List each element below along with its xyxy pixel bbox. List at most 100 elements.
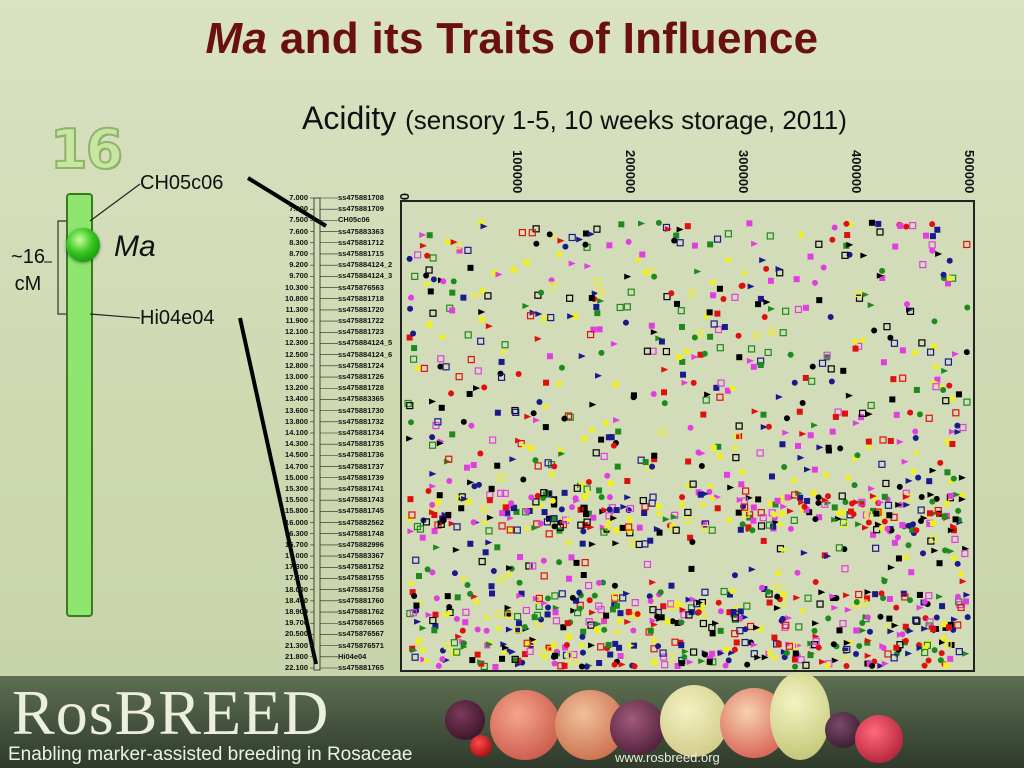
scatter-point <box>781 623 789 631</box>
scatter-point <box>506 526 514 534</box>
scatter-point <box>746 622 755 631</box>
scatter-point <box>807 253 814 260</box>
scatter-point <box>544 611 551 618</box>
scatter-point <box>650 329 658 336</box>
scatter-point <box>612 640 619 647</box>
map-row: 7.000 ss475881708 <box>282 193 407 203</box>
scatter-point <box>680 611 688 619</box>
scatter-point <box>728 649 736 656</box>
footer-url: www.rosbreed.org <box>615 750 720 765</box>
map-row: 14.700 ss475881737 <box>282 462 407 472</box>
scatter-point <box>419 534 426 541</box>
scatter-point <box>573 497 581 504</box>
scatter-point <box>464 464 471 471</box>
scatter-point <box>655 335 663 342</box>
map-row: 8.700 ss475881715 <box>282 249 407 259</box>
scatter-point <box>590 514 597 521</box>
scatter-point <box>584 263 592 270</box>
scatter-point <box>816 600 824 608</box>
scatter-point <box>866 444 874 451</box>
scatter-point <box>708 526 716 534</box>
scatter-point <box>490 568 497 575</box>
scatter-point <box>887 334 894 341</box>
map-row: 15.300 ss475881741 <box>282 484 407 494</box>
scatter-point <box>423 272 430 279</box>
scatter-point <box>424 280 432 287</box>
scatter-point <box>895 501 903 508</box>
scatter-point <box>407 305 414 312</box>
scatter-point <box>704 391 712 398</box>
scatter-point <box>738 282 745 289</box>
scatter-point <box>739 521 746 528</box>
scatter-point <box>775 266 783 273</box>
scatter-point <box>408 294 415 301</box>
scatter-point <box>807 640 815 647</box>
scatter-point <box>558 590 566 598</box>
scatter-point <box>438 404 445 411</box>
scatter-point <box>526 647 534 655</box>
scatter-point <box>625 507 632 514</box>
map-marker-name: ss475881736 <box>338 450 384 460</box>
scatter-point <box>627 288 635 296</box>
scatter-point <box>649 493 657 501</box>
scatter-point <box>950 475 957 482</box>
scatter-point <box>628 539 636 547</box>
scatter-point <box>886 512 893 519</box>
scatter-point <box>741 614 749 621</box>
map-position: 13.200 <box>285 383 308 393</box>
scatter-point <box>714 310 721 317</box>
map-marker-name: ss475881735 <box>338 439 384 449</box>
map-marker-name: ss475884124_3 <box>338 271 393 281</box>
map-row: 13.800 ss475881732 <box>282 417 407 427</box>
scatter-point <box>905 477 913 484</box>
scatter-point <box>546 231 553 238</box>
scatter-point <box>580 571 587 578</box>
scatter-point <box>444 238 451 245</box>
scatter-point <box>565 651 573 659</box>
scatter-point <box>650 390 657 397</box>
scatter-point <box>404 399 412 408</box>
scatter-point <box>579 642 587 649</box>
scatter-point <box>905 542 912 549</box>
scatter-point <box>902 623 909 630</box>
map-marker-name: ss475882996 <box>338 539 384 549</box>
scatter-point <box>786 508 794 515</box>
scatter-point <box>467 590 474 597</box>
scatter-point <box>528 229 536 237</box>
scatter-point <box>715 443 722 450</box>
scatter-point <box>661 661 669 669</box>
fruit-image <box>470 735 492 757</box>
scatter-point <box>581 435 588 442</box>
scatter-point <box>925 414 933 422</box>
scatter-point <box>912 434 919 441</box>
scatter-point <box>696 329 705 337</box>
scatter-point <box>605 641 612 648</box>
scatter-point <box>926 348 935 356</box>
scatter-point <box>897 222 904 229</box>
scatter-point <box>838 492 846 500</box>
fruit-image <box>445 700 485 740</box>
scatter-point <box>856 642 863 649</box>
scatter-point <box>930 535 938 543</box>
scatter-point <box>531 524 539 531</box>
map-position: 14.300 <box>285 439 308 449</box>
scatter-point <box>419 231 427 238</box>
scatter-point <box>891 539 898 546</box>
scatter-point <box>689 539 696 546</box>
scatter-point <box>818 589 826 596</box>
scatter-point <box>656 529 663 536</box>
scatter-point <box>784 494 791 501</box>
map-row: 9.700 ss475884124_3 <box>282 271 407 281</box>
scatter-point <box>612 540 620 547</box>
scatter-point <box>855 289 863 298</box>
scatter-point <box>419 625 427 632</box>
scatter-point <box>658 614 665 621</box>
scatter-point <box>462 608 470 616</box>
scatter-point <box>951 535 959 543</box>
scatter-point <box>600 528 608 536</box>
map-position: 12.500 <box>285 349 308 359</box>
scatter-point <box>468 422 475 429</box>
scatter-point <box>939 603 946 610</box>
scatter-point <box>736 433 743 440</box>
scatter-point <box>464 581 471 588</box>
